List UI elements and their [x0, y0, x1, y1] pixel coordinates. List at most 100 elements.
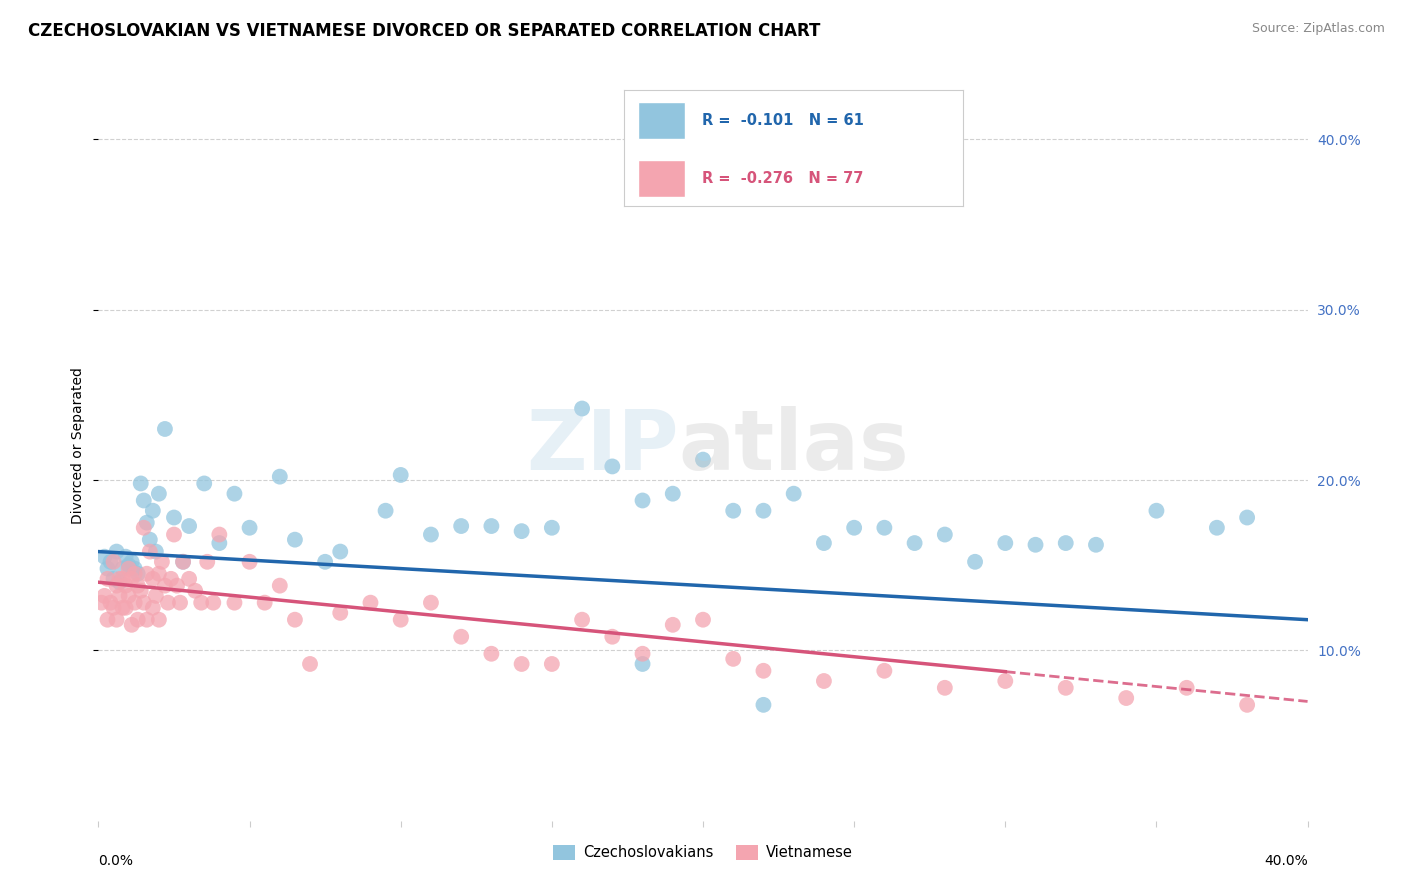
- Point: [195, 555, 218, 569]
- Point: [1206, 521, 1229, 535]
- Point: [299, 657, 322, 671]
- Point: [150, 555, 173, 569]
- Point: [269, 469, 291, 483]
- Point: [156, 596, 179, 610]
- Point: [253, 596, 276, 610]
- Point: [631, 493, 654, 508]
- Point: [602, 459, 624, 474]
- Point: [1085, 538, 1108, 552]
- Point: [571, 613, 593, 627]
- Point: [100, 555, 122, 569]
- Point: [103, 600, 125, 615]
- Point: [129, 476, 152, 491]
- Point: [752, 664, 775, 678]
- Point: [124, 596, 146, 610]
- Point: [121, 617, 143, 632]
- Point: [148, 486, 170, 500]
- Point: [127, 579, 149, 593]
- Point: [132, 596, 155, 610]
- Point: [723, 652, 745, 666]
- Point: [1054, 681, 1077, 695]
- Point: [692, 452, 714, 467]
- Point: [873, 664, 896, 678]
- Point: [93, 589, 115, 603]
- Point: [163, 527, 186, 541]
- Point: [127, 566, 149, 581]
- Point: [145, 589, 167, 603]
- Point: [172, 555, 194, 569]
- Point: [224, 486, 246, 500]
- Point: [193, 476, 215, 491]
- Point: [389, 613, 412, 627]
- Point: [124, 561, 146, 575]
- Point: [269, 579, 291, 593]
- Point: [160, 572, 183, 586]
- Point: [329, 606, 352, 620]
- Text: atlas: atlas: [679, 406, 910, 486]
- Point: [314, 555, 336, 569]
- Point: [813, 536, 835, 550]
- Point: [360, 596, 382, 610]
- Point: [96, 572, 118, 586]
- Point: [153, 579, 176, 593]
- Text: 40.0%: 40.0%: [1264, 855, 1308, 868]
- Point: [190, 596, 212, 610]
- Point: [571, 401, 593, 416]
- Point: [994, 673, 1017, 688]
- Point: [142, 600, 165, 615]
- Point: [1144, 504, 1167, 518]
- Legend: Czechoslovakians, Vietnamese: Czechoslovakians, Vietnamese: [547, 838, 859, 866]
- Point: [111, 561, 134, 575]
- Point: [208, 536, 231, 550]
- Point: [208, 527, 231, 541]
- Point: [420, 596, 443, 610]
- Point: [602, 630, 624, 644]
- Point: [1236, 510, 1258, 524]
- Point: [965, 555, 987, 569]
- Point: [510, 657, 533, 671]
- Point: [153, 422, 176, 436]
- Point: [1024, 538, 1046, 552]
- Point: [100, 596, 122, 610]
- Point: [139, 533, 162, 547]
- Point: [813, 673, 835, 688]
- Point: [142, 572, 165, 586]
- Point: [145, 544, 167, 558]
- Point: [127, 613, 149, 627]
- Point: [142, 504, 165, 518]
- Point: [1175, 681, 1198, 695]
- Point: [118, 558, 141, 573]
- Point: [1115, 691, 1137, 706]
- Point: [631, 657, 654, 671]
- Point: [108, 589, 131, 603]
- Point: [129, 583, 152, 598]
- Point: [105, 579, 128, 593]
- Point: [179, 572, 201, 586]
- Point: [96, 613, 118, 627]
- Point: [1054, 536, 1077, 550]
- Point: [108, 575, 131, 590]
- Point: [450, 630, 472, 644]
- Point: [481, 519, 503, 533]
- Point: [723, 504, 745, 518]
- Point: [105, 613, 128, 627]
- Y-axis label: Divorced or Separated: Divorced or Separated: [70, 368, 84, 524]
- Point: [994, 536, 1017, 550]
- Point: [124, 566, 146, 581]
- Text: CZECHOSLOVAKIAN VS VIETNAMESE DIVORCED OR SEPARATED CORRELATION CHART: CZECHOSLOVAKIAN VS VIETNAMESE DIVORCED O…: [28, 22, 821, 40]
- Point: [135, 516, 157, 530]
- Point: [132, 493, 155, 508]
- Point: [90, 596, 112, 610]
- Point: [389, 467, 412, 482]
- Point: [239, 555, 262, 569]
- Point: [96, 561, 118, 575]
- Point: [661, 486, 683, 500]
- Point: [904, 536, 927, 550]
- Point: [111, 600, 134, 615]
- Point: [374, 504, 396, 518]
- Point: [692, 613, 714, 627]
- Point: [148, 613, 170, 627]
- Point: [1236, 698, 1258, 712]
- Point: [121, 555, 143, 569]
- Point: [132, 521, 155, 535]
